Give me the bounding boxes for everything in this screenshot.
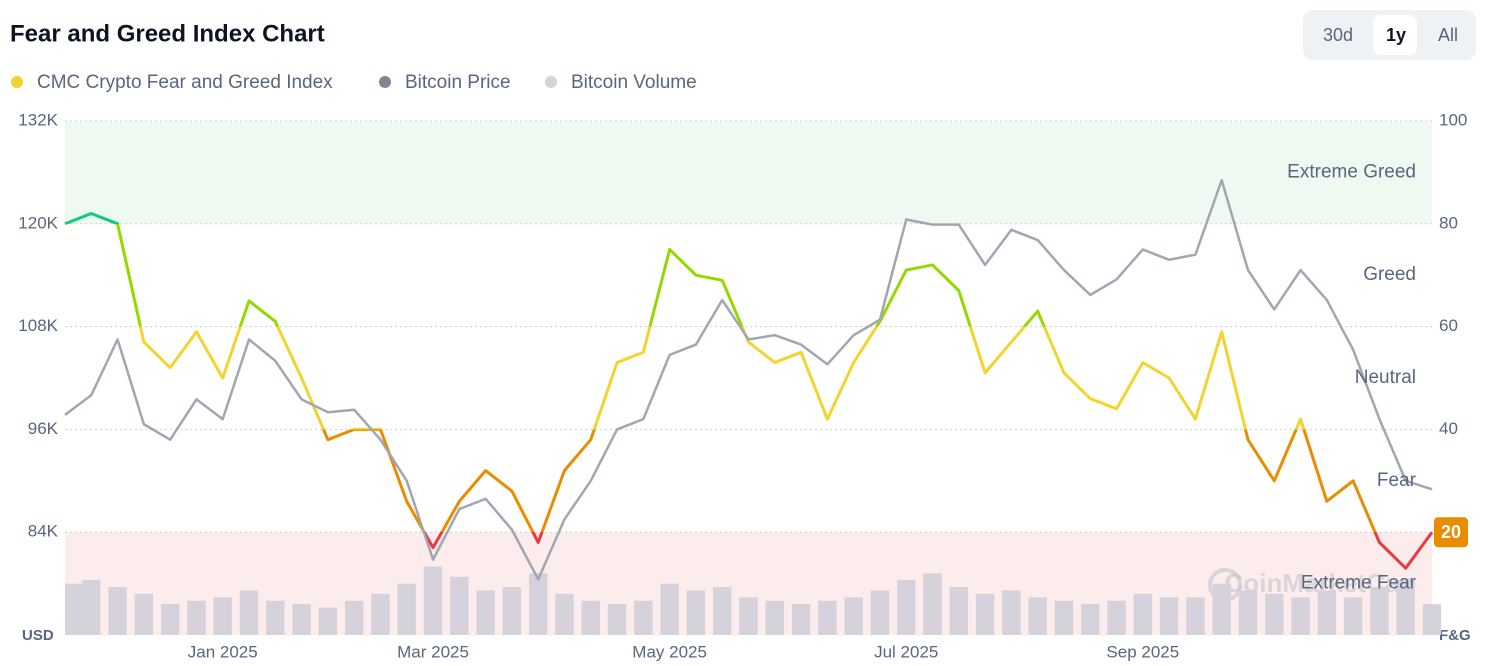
volume-bar	[318, 607, 338, 635]
x-tick-label: Mar 2025	[397, 642, 469, 661]
volume-bar	[1081, 604, 1100, 635]
volume-bar	[949, 587, 969, 635]
volume-bar	[371, 593, 390, 635]
volume-bar	[1422, 604, 1442, 635]
y2-tick-label: 80	[1439, 213, 1458, 232]
volume-bar	[423, 566, 443, 635]
volume-bar	[397, 583, 416, 635]
zone-label: Greed	[1363, 264, 1416, 285]
legend-label: CMC Crypto Fear and Greed Index	[37, 72, 333, 93]
volume-bar	[108, 587, 127, 635]
range-button[interactable]: 30d	[1323, 25, 1353, 45]
current-badge	[1434, 517, 1468, 548]
volume-bar	[65, 583, 84, 635]
x-tick-label: May 2025	[632, 642, 707, 661]
chart-title: Fear and Greed Index Chart	[10, 20, 325, 47]
volume-bar	[344, 600, 364, 635]
zone-band	[65, 121, 1432, 224]
volume-bar	[1370, 587, 1389, 635]
legend-dot	[11, 76, 23, 88]
y2-axis-label: F&G	[1439, 627, 1471, 644]
volume-bar	[1002, 590, 1021, 635]
volume-bar	[450, 576, 469, 635]
volume-bar	[292, 604, 311, 635]
volume-bar	[82, 580, 101, 635]
series-line	[64, 212, 1434, 570]
volume-bar	[1186, 597, 1205, 635]
volume-bar	[1396, 580, 1415, 635]
volume-bar	[239, 590, 259, 635]
volume-bar	[1028, 597, 1047, 635]
y-tick-label: 120K	[18, 213, 58, 232]
volume-bar	[686, 590, 706, 635]
range-button[interactable]: All	[1438, 25, 1458, 45]
x-tick-label: Jul 2025	[874, 642, 938, 661]
volume-bar	[870, 590, 890, 635]
volume-bar	[791, 604, 811, 635]
current-value: 20	[1441, 522, 1461, 542]
volume-bar	[844, 597, 863, 635]
volume-bar	[1265, 593, 1284, 635]
volume-bar	[1238, 590, 1258, 635]
volume-bar	[1159, 597, 1179, 635]
volume-bar	[1107, 600, 1126, 635]
volume-bar	[1054, 600, 1074, 635]
volume-bar	[1212, 583, 1231, 635]
y-axis-label: USD	[22, 627, 54, 644]
volume-bar	[213, 597, 232, 635]
volume-bar	[765, 600, 784, 635]
volume-bar	[555, 593, 574, 635]
y-tick-label: 132K	[18, 110, 58, 129]
volume-bar	[1317, 590, 1337, 635]
volume-bar	[476, 590, 495, 635]
zone-label: Fear	[1377, 470, 1417, 491]
volume-bar	[528, 573, 548, 635]
volume-bar	[502, 587, 522, 635]
x-tick-label: Jan 2025	[188, 642, 258, 661]
y-tick-label: 84K	[28, 522, 59, 541]
y2-tick-label: 60	[1439, 316, 1458, 335]
y-tick-label: 96K	[28, 419, 59, 438]
zone-label: Extreme Greed	[1287, 161, 1416, 182]
legend-label: Bitcoin Price	[405, 72, 511, 93]
legend-label: Bitcoin Volume	[571, 72, 697, 93]
volume-bar	[923, 573, 942, 635]
y-tick-label: 108K	[18, 316, 58, 335]
series-line	[64, 178, 1433, 581]
volume-bar	[713, 587, 732, 635]
volume-bar	[607, 604, 627, 635]
volume-bar	[975, 593, 995, 635]
y2-tick-label: 100	[1439, 110, 1467, 129]
volume-bar	[134, 593, 154, 635]
zone-label: Neutral	[1355, 367, 1416, 388]
volume-bar	[581, 600, 600, 635]
range-button[interactable]: 1y	[1386, 25, 1406, 45]
x-tick-label: Sep 2025	[1106, 642, 1179, 661]
volume-bar	[266, 600, 285, 635]
active-range	[1373, 15, 1417, 55]
legend-dot	[545, 76, 557, 88]
y2-tick-label: 40	[1439, 419, 1458, 438]
volume-bar	[160, 604, 180, 635]
volume-bar	[1291, 597, 1310, 635]
volume-bar	[634, 600, 653, 635]
volume-bar	[1133, 593, 1153, 635]
zone-label: Extreme Fear	[1301, 573, 1417, 594]
volume-bar	[818, 600, 837, 635]
volume-bar	[897, 580, 916, 635]
volume-bar	[660, 583, 679, 635]
volume-bar	[1343, 597, 1363, 635]
volume-bar	[187, 600, 206, 635]
legend-dot	[379, 76, 391, 88]
volume-bar	[739, 597, 758, 635]
